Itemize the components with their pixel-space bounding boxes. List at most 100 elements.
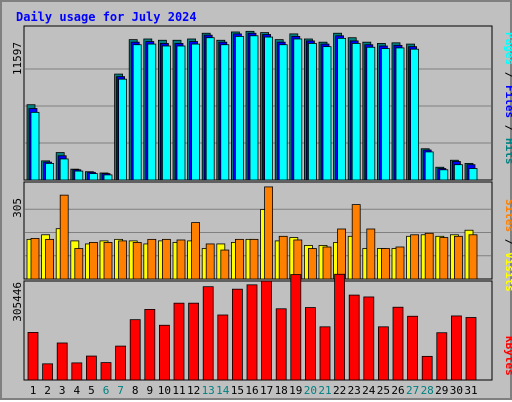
day-label-6: 6 bbox=[103, 384, 110, 397]
day-label-21: 21 bbox=[318, 384, 331, 397]
ymax-label-visits: 305 bbox=[11, 198, 24, 218]
day-label-4: 4 bbox=[73, 384, 80, 397]
day-label-29: 29 bbox=[435, 384, 448, 397]
legend-visits-sites: Sites / Visits bbox=[503, 199, 512, 292]
bar-pages-day-11 bbox=[176, 45, 186, 181]
bar-sites-day-11 bbox=[176, 239, 186, 280]
bar-kbytes-day-25 bbox=[377, 326, 389, 381]
bar-pages-day-28 bbox=[424, 151, 434, 181]
bar-sites-day-19 bbox=[293, 239, 303, 280]
day-label-12: 12 bbox=[187, 384, 200, 397]
day-label-26: 26 bbox=[391, 384, 404, 397]
bar-kbytes-day-12 bbox=[188, 302, 200, 381]
bar-kbytes-day-4 bbox=[71, 362, 83, 381]
bar-kbytes-day-27 bbox=[407, 315, 419, 381]
bar-sites-day-21 bbox=[322, 246, 332, 280]
bar-kbytes-day-19 bbox=[290, 274, 302, 381]
bar-kbytes-day-22 bbox=[334, 273, 346, 381]
bar-pages-day-15 bbox=[234, 36, 244, 181]
day-label-25: 25 bbox=[377, 384, 390, 397]
bar-pages-day-14 bbox=[220, 44, 230, 181]
day-label-16: 16 bbox=[245, 384, 258, 397]
bar-kbytes-day-17 bbox=[261, 280, 273, 381]
legend-hits-files-pages: Pages / Files / Hits bbox=[503, 32, 512, 165]
bar-sites-day-4 bbox=[74, 248, 84, 280]
bar-sites-day-2 bbox=[45, 238, 54, 280]
legend-sites: Sites bbox=[503, 199, 512, 232]
bar-sites-day-16 bbox=[249, 238, 259, 280]
bar-kbytes-day-7 bbox=[115, 345, 126, 381]
day-labels: 1 2 3 4 5 6 7 8 9 10 11 12 13 14 15 16 17 18 19 20 21 22 23 24 2… bbox=[30, 384, 478, 397]
day-label-17: 17 bbox=[260, 384, 273, 397]
bar-pages-day-29 bbox=[439, 169, 449, 181]
day-label-15: 15 bbox=[231, 384, 244, 397]
bar-sites-day-23 bbox=[351, 204, 361, 280]
bar-pages-day-31 bbox=[468, 168, 478, 181]
day-label-9: 9 bbox=[146, 384, 153, 397]
bar-pages-day-12 bbox=[191, 43, 201, 181]
bar-pages-day-16 bbox=[249, 35, 259, 181]
bar-kbytes-day-29 bbox=[436, 332, 448, 381]
bar-pages-day-20 bbox=[307, 43, 317, 181]
bar-pages-day-22 bbox=[337, 37, 347, 181]
day-label-31: 31 bbox=[464, 384, 477, 397]
bar-kbytes-day-28 bbox=[421, 355, 433, 381]
day-label-10: 10 bbox=[158, 384, 171, 397]
bar-sites-day-27 bbox=[410, 234, 420, 280]
bar-pages-day-18 bbox=[278, 44, 288, 181]
bar-pages-day-23 bbox=[351, 43, 361, 181]
bar-pages-day-26 bbox=[395, 47, 405, 181]
bar-kbytes-day-20 bbox=[304, 307, 316, 381]
bar-sites-day-30 bbox=[453, 235, 463, 280]
bar-pages-day-13 bbox=[205, 37, 215, 181]
bar-pages-day-5 bbox=[89, 173, 98, 181]
day-label-28: 28 bbox=[421, 384, 434, 397]
bar-sites-day-26 bbox=[395, 246, 405, 280]
bar-kbytes-day-11 bbox=[173, 302, 185, 381]
bar-kbytes-day-31 bbox=[465, 317, 477, 381]
day-label-5: 5 bbox=[88, 384, 95, 397]
bar-sites-day-7 bbox=[118, 240, 127, 280]
bar-kbytes-day-2 bbox=[42, 363, 53, 381]
bar-sites-day-6 bbox=[103, 242, 113, 280]
day-label-13: 13 bbox=[202, 384, 215, 397]
bar-sites-day-14 bbox=[220, 249, 230, 280]
legend-visits: Visits bbox=[503, 252, 512, 292]
bar-sites-day-10 bbox=[161, 238, 171, 280]
bar-kbytes-day-8 bbox=[129, 319, 141, 381]
bar-pages-day-9 bbox=[147, 43, 157, 181]
bar-kbytes-day-6 bbox=[100, 362, 112, 381]
bar-kbytes-day-16 bbox=[246, 284, 258, 381]
bar-pages-day-4 bbox=[74, 170, 84, 181]
bar-sites-day-29 bbox=[439, 237, 449, 280]
day-label-23: 23 bbox=[348, 384, 361, 397]
bar-pages-day-10 bbox=[161, 45, 171, 181]
bar-pages-day-6 bbox=[103, 174, 113, 181]
bar-kbytes-day-13 bbox=[202, 286, 214, 381]
bar-pages-day-25 bbox=[380, 48, 390, 181]
chart-title: Daily usage for July 2024 bbox=[16, 10, 197, 24]
bar-marks bbox=[25, 30, 491, 381]
bar-kbytes-day-10 bbox=[158, 324, 170, 381]
bar-pages-day-3 bbox=[59, 158, 69, 181]
day-label-27: 27 bbox=[406, 384, 419, 397]
bar-sites-day-18 bbox=[278, 235, 288, 280]
bar-sites-day-8 bbox=[132, 242, 142, 280]
bar-kbytes-day-14 bbox=[217, 314, 229, 381]
ymax-label-kbytes: 305446 bbox=[11, 282, 24, 322]
bar-sites-day-13 bbox=[205, 243, 215, 280]
bar-kbytes-day-24 bbox=[363, 296, 375, 381]
bar-sites-day-3 bbox=[59, 194, 69, 280]
day-label-22: 22 bbox=[333, 384, 346, 397]
ymax-label-hits: 11597 bbox=[11, 42, 24, 75]
day-label-30: 30 bbox=[450, 384, 463, 397]
bar-kbytes-day-18 bbox=[275, 308, 287, 381]
bar-kbytes-day-9 bbox=[144, 308, 156, 381]
day-label-2: 2 bbox=[44, 384, 51, 397]
day-label-11: 11 bbox=[172, 384, 185, 397]
bar-sites-day-25 bbox=[380, 248, 390, 280]
bar-kbytes-day-21 bbox=[319, 326, 331, 381]
bar-sites-day-17 bbox=[264, 186, 274, 280]
